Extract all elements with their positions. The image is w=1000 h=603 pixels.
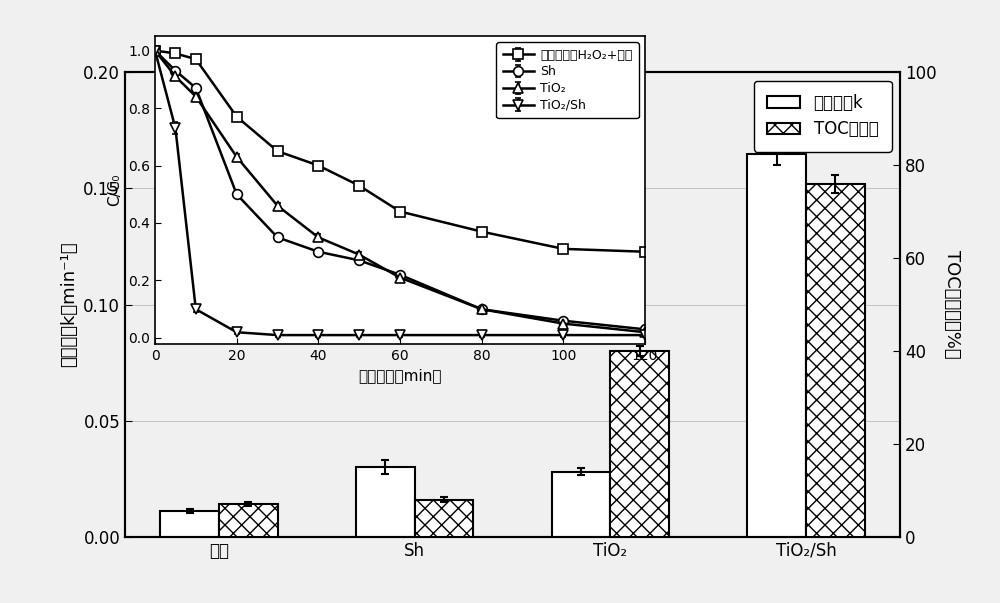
Y-axis label: TOC去除率（%）: TOC去除率（%） xyxy=(943,250,961,359)
Bar xyxy=(160,511,219,537)
Legend: 空白对照（H₂O₂+光）, Sh, TiO₂, TiO₂/Sh: 空白对照（H₂O₂+光）, Sh, TiO₂, TiO₂/Sh xyxy=(496,42,639,118)
Y-axis label: 速率常数k（min⁻¹）: 速率常数k（min⁻¹） xyxy=(60,242,78,367)
Bar xyxy=(747,154,806,537)
Bar xyxy=(552,472,610,537)
Legend: 速率常数k, TOC去除率: 速率常数k, TOC去除率 xyxy=(754,81,892,152)
Bar xyxy=(806,184,865,537)
Bar xyxy=(610,351,669,537)
Bar xyxy=(219,504,278,537)
Y-axis label: C/C₀: C/C₀ xyxy=(108,174,123,206)
Bar xyxy=(415,499,473,537)
Bar xyxy=(356,467,415,537)
X-axis label: 光照时间（min）: 光照时间（min） xyxy=(358,368,442,383)
